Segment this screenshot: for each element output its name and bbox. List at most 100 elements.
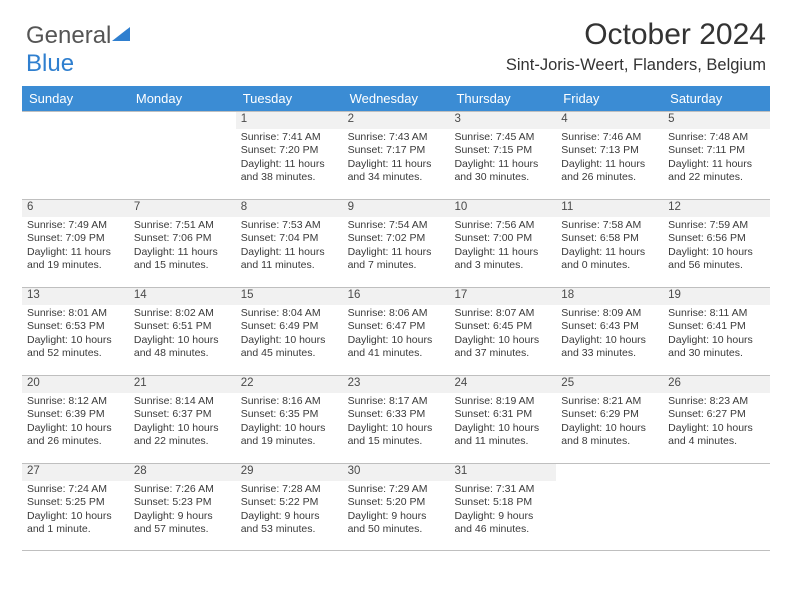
day-content: Sunrise: 8:23 AMSunset: 6:27 PMDaylight:…	[663, 393, 770, 453]
day-number: 3	[449, 112, 556, 129]
day-content: Sunrise: 8:12 AMSunset: 6:39 PMDaylight:…	[22, 393, 129, 453]
day-number: 15	[236, 288, 343, 305]
day-number: 29	[236, 464, 343, 481]
day-content: Sunrise: 8:16 AMSunset: 6:35 PMDaylight:…	[236, 393, 343, 453]
day-content: Sunrise: 7:58 AMSunset: 6:58 PMDaylight:…	[556, 217, 663, 277]
day-number: 18	[556, 288, 663, 305]
day-number: 31	[449, 464, 556, 481]
calendar-cell: 4Sunrise: 7:46 AMSunset: 7:13 PMDaylight…	[556, 111, 663, 199]
day-number: 22	[236, 376, 343, 393]
day-content: Sunrise: 8:06 AMSunset: 6:47 PMDaylight:…	[343, 305, 450, 365]
title-block: October 2024 Sint-Joris-Weert, Flanders,…	[506, 18, 766, 75]
day-content: Sunrise: 7:56 AMSunset: 7:00 PMDaylight:…	[449, 217, 556, 277]
calendar-cell: 1Sunrise: 7:41 AMSunset: 7:20 PMDaylight…	[236, 111, 343, 199]
calendar-cell: 17Sunrise: 8:07 AMSunset: 6:45 PMDayligh…	[449, 287, 556, 375]
weeks-container: 1Sunrise: 7:41 AMSunset: 7:20 PMDaylight…	[22, 111, 770, 551]
weekday-thu: Thursday	[449, 86, 556, 111]
day-number: 19	[663, 288, 770, 305]
calendar-cell: 9Sunrise: 7:54 AMSunset: 7:02 PMDaylight…	[343, 199, 450, 287]
calendar-cell: 3Sunrise: 7:45 AMSunset: 7:15 PMDaylight…	[449, 111, 556, 199]
day-number: 14	[129, 288, 236, 305]
calendar-cell	[663, 463, 770, 551]
day-content: Sunrise: 7:54 AMSunset: 7:02 PMDaylight:…	[343, 217, 450, 277]
calendar-cell: 15Sunrise: 8:04 AMSunset: 6:49 PMDayligh…	[236, 287, 343, 375]
day-number: 5	[663, 112, 770, 129]
logo-triangle-icon	[112, 27, 130, 41]
calendar-cell: 24Sunrise: 8:19 AMSunset: 6:31 PMDayligh…	[449, 375, 556, 463]
empty-bar	[129, 112, 236, 129]
day-number: 23	[343, 376, 450, 393]
day-content: Sunrise: 8:11 AMSunset: 6:41 PMDaylight:…	[663, 305, 770, 365]
calendar-cell: 11Sunrise: 7:58 AMSunset: 6:58 PMDayligh…	[556, 199, 663, 287]
calendar-cell: 7Sunrise: 7:51 AMSunset: 7:06 PMDaylight…	[129, 199, 236, 287]
weekday-header: Sunday Monday Tuesday Wednesday Thursday…	[22, 86, 770, 111]
weekday-fri: Friday	[556, 86, 663, 111]
day-content: Sunrise: 7:48 AMSunset: 7:11 PMDaylight:…	[663, 129, 770, 189]
calendar-cell: 27Sunrise: 7:24 AMSunset: 5:25 PMDayligh…	[22, 463, 129, 551]
weekday-sun: Sunday	[22, 86, 129, 111]
calendar-cell: 25Sunrise: 8:21 AMSunset: 6:29 PMDayligh…	[556, 375, 663, 463]
day-number: 25	[556, 376, 663, 393]
day-content: Sunrise: 8:04 AMSunset: 6:49 PMDaylight:…	[236, 305, 343, 365]
day-content: Sunrise: 7:28 AMSunset: 5:22 PMDaylight:…	[236, 481, 343, 541]
day-content: Sunrise: 7:26 AMSunset: 5:23 PMDaylight:…	[129, 481, 236, 541]
day-number: 13	[22, 288, 129, 305]
day-number: 11	[556, 200, 663, 217]
calendar-cell: 23Sunrise: 8:17 AMSunset: 6:33 PMDayligh…	[343, 375, 450, 463]
day-content: Sunrise: 7:59 AMSunset: 6:56 PMDaylight:…	[663, 217, 770, 277]
day-number: 7	[129, 200, 236, 217]
weekday-tue: Tuesday	[236, 86, 343, 111]
logo-part1: General	[26, 22, 111, 49]
calendar-cell	[129, 111, 236, 199]
day-number: 21	[129, 376, 236, 393]
calendar-cell: 6Sunrise: 7:49 AMSunset: 7:09 PMDaylight…	[22, 199, 129, 287]
calendar-cell: 2Sunrise: 7:43 AMSunset: 7:17 PMDaylight…	[343, 111, 450, 199]
location-subtitle: Sint-Joris-Weert, Flanders, Belgium	[506, 56, 766, 75]
day-content: Sunrise: 7:45 AMSunset: 7:15 PMDaylight:…	[449, 129, 556, 189]
day-number: 26	[663, 376, 770, 393]
day-number: 27	[22, 464, 129, 481]
day-number: 17	[449, 288, 556, 305]
weekday-sat: Saturday	[663, 86, 770, 111]
week-row: 27Sunrise: 7:24 AMSunset: 5:25 PMDayligh…	[22, 463, 770, 551]
weekday-wed: Wednesday	[343, 86, 450, 111]
calendar-cell	[556, 463, 663, 551]
day-content: Sunrise: 8:19 AMSunset: 6:31 PMDaylight:…	[449, 393, 556, 453]
weekday-mon: Monday	[129, 86, 236, 111]
day-content: Sunrise: 7:29 AMSunset: 5:20 PMDaylight:…	[343, 481, 450, 541]
calendar-cell: 8Sunrise: 7:53 AMSunset: 7:04 PMDaylight…	[236, 199, 343, 287]
day-number: 12	[663, 200, 770, 217]
week-row: 6Sunrise: 7:49 AMSunset: 7:09 PMDaylight…	[22, 199, 770, 287]
calendar-cell: 13Sunrise: 8:01 AMSunset: 6:53 PMDayligh…	[22, 287, 129, 375]
calendar-cell: 16Sunrise: 8:06 AMSunset: 6:47 PMDayligh…	[343, 287, 450, 375]
day-number: 30	[343, 464, 450, 481]
day-content: Sunrise: 8:02 AMSunset: 6:51 PMDaylight:…	[129, 305, 236, 365]
day-content: Sunrise: 8:14 AMSunset: 6:37 PMDaylight:…	[129, 393, 236, 453]
day-content: Sunrise: 8:21 AMSunset: 6:29 PMDaylight:…	[556, 393, 663, 453]
day-number: 4	[556, 112, 663, 129]
empty-bar	[556, 464, 663, 481]
day-number: 28	[129, 464, 236, 481]
day-content: Sunrise: 8:07 AMSunset: 6:45 PMDaylight:…	[449, 305, 556, 365]
day-number: 10	[449, 200, 556, 217]
day-content: Sunrise: 7:24 AMSunset: 5:25 PMDaylight:…	[22, 481, 129, 541]
calendar-cell: 10Sunrise: 7:56 AMSunset: 7:00 PMDayligh…	[449, 199, 556, 287]
calendar-cell: 14Sunrise: 8:02 AMSunset: 6:51 PMDayligh…	[129, 287, 236, 375]
month-title: October 2024	[506, 18, 766, 52]
day-number: 9	[343, 200, 450, 217]
day-number: 2	[343, 112, 450, 129]
day-content: Sunrise: 8:17 AMSunset: 6:33 PMDaylight:…	[343, 393, 450, 453]
day-content: Sunrise: 7:43 AMSunset: 7:17 PMDaylight:…	[343, 129, 450, 189]
calendar-cell: 28Sunrise: 7:26 AMSunset: 5:23 PMDayligh…	[129, 463, 236, 551]
day-number: 20	[22, 376, 129, 393]
calendar-cell: 29Sunrise: 7:28 AMSunset: 5:22 PMDayligh…	[236, 463, 343, 551]
logo: General Blue	[26, 22, 130, 78]
day-content: Sunrise: 7:46 AMSunset: 7:13 PMDaylight:…	[556, 129, 663, 189]
calendar-cell	[22, 111, 129, 199]
calendar: Sunday Monday Tuesday Wednesday Thursday…	[22, 86, 770, 551]
logo-part2: Blue	[26, 50, 74, 77]
day-number: 16	[343, 288, 450, 305]
calendar-cell: 21Sunrise: 8:14 AMSunset: 6:37 PMDayligh…	[129, 375, 236, 463]
week-row: 1Sunrise: 7:41 AMSunset: 7:20 PMDaylight…	[22, 111, 770, 199]
day-content: Sunrise: 7:41 AMSunset: 7:20 PMDaylight:…	[236, 129, 343, 189]
